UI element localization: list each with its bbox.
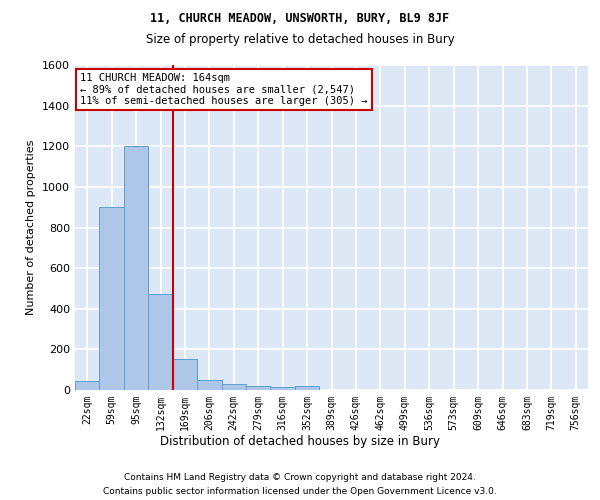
Bar (124, 146, 148, 390)
Text: Size of property relative to detached houses in Bury: Size of property relative to detached ho… (146, 32, 454, 46)
Text: Contains public sector information licensed under the Open Government Licence v3: Contains public sector information licen… (103, 488, 497, 496)
Text: 11 CHURCH MEADOW: 164sqm
← 89% of detached houses are smaller (2,547)
11% of sem: 11 CHURCH MEADOW: 164sqm ← 89% of detach… (80, 73, 368, 106)
Bar (100, 207, 124, 390)
Bar (271, 387, 295, 390)
Bar (246, 386, 271, 390)
Text: Contains HM Land Registry data © Crown copyright and database right 2024.: Contains HM Land Registry data © Crown c… (124, 472, 476, 482)
Y-axis label: Number of detached properties: Number of detached properties (26, 140, 37, 315)
Bar (221, 384, 246, 390)
Text: Distribution of detached houses by size in Bury: Distribution of detached houses by size … (160, 435, 440, 448)
Bar (197, 380, 221, 390)
Text: 11, CHURCH MEADOW, UNSWORTH, BURY, BL9 8JF: 11, CHURCH MEADOW, UNSWORTH, BURY, BL9 8… (151, 12, 449, 26)
Bar (173, 358, 197, 390)
Bar (148, 294, 173, 390)
Bar (75, 381, 100, 390)
Bar (295, 386, 319, 390)
